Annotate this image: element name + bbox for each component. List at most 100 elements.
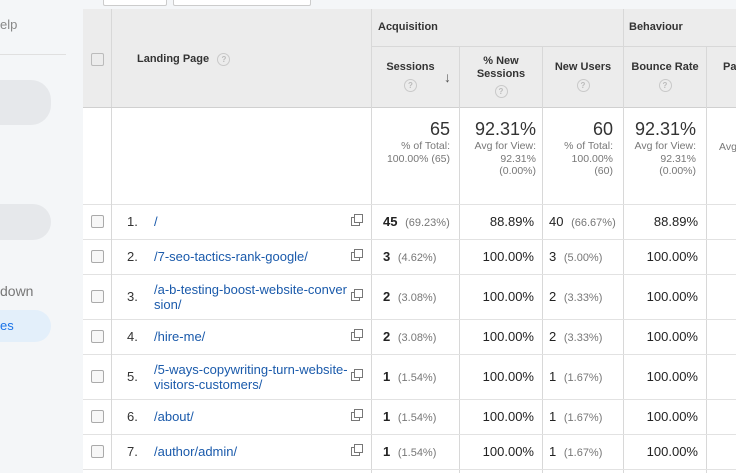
- sessions-cell: 2 (3.08%): [383, 329, 436, 344]
- row-border: [83, 274, 736, 275]
- total-new-sessions-value: 92.31%: [474, 119, 536, 139]
- landing-page-path: /: [154, 213, 158, 229]
- new-sessions-cell: 100.00%: [482, 248, 534, 264]
- new-users-cell: 40 (66.67%): [549, 214, 616, 229]
- new-users-pct: (1.67%): [563, 411, 603, 424]
- row-checkbox[interactable]: [91, 214, 104, 228]
- row-number: 2.: [127, 248, 138, 264]
- table-row: 5. /5-ways-copywriting-turn-website- vis…: [83, 354, 736, 400]
- help-icon[interactable]: ?: [404, 79, 417, 92]
- col-divider: [459, 46, 460, 473]
- row-checkbox[interactable]: [91, 409, 104, 423]
- sessions-pct: (1.54%): [397, 371, 437, 384]
- help-icon[interactable]: ?: [576, 79, 590, 92]
- landing-page-path: /about/: [154, 408, 194, 424]
- row-checkbox[interactable]: [91, 329, 104, 343]
- col-bounce-rate-header[interactable]: Bounce Rate ?: [624, 61, 706, 92]
- sidebar-filter-box[interactable]: [0, 204, 51, 240]
- select-all-checkbox[interactable]: [91, 53, 104, 66]
- open-link-icon[interactable]: [351, 443, 363, 456]
- row-number: 5.: [127, 368, 138, 384]
- col-divider: [706, 46, 707, 473]
- total-new-sessions: 92.31% Avg for View: 92.31% (0.00%): [460, 119, 536, 178]
- bounce-rate-cell: 100.00%: [646, 328, 698, 344]
- landing-page-link[interactable]: /: [154, 214, 158, 229]
- landing-page-path: /a-b-testing-boost-website-conver: [154, 281, 347, 297]
- row-border: [83, 399, 736, 400]
- sort-descending-icon[interactable]: ↓: [444, 69, 451, 85]
- toolbar-button[interactable]: [103, 0, 167, 6]
- row-number: 6.: [127, 408, 138, 424]
- open-link-icon[interactable]: [351, 368, 363, 381]
- row-border: [83, 239, 736, 240]
- row-number: 3.: [127, 288, 138, 304]
- sessions-pct: (3.08%): [397, 291, 437, 304]
- toolbar-dropdown[interactable]: [173, 0, 311, 6]
- group-separator: [371, 46, 736, 47]
- table-row: 7. /author/admin/ 1 (1.54%) 100.00% 1 (1…: [83, 434, 736, 470]
- landing-page-link[interactable]: /5-ways-copywriting-turn-website- visito…: [154, 362, 348, 392]
- sidebar-help-link[interactable]: elp: [0, 17, 18, 32]
- landing-page-link[interactable]: /author/admin/: [154, 444, 237, 459]
- landing-page-path: /7-seo-tactics-rank-google/: [154, 248, 308, 264]
- help-icon[interactable]: ?: [658, 79, 672, 92]
- total-new-users-caption: (60): [594, 165, 613, 177]
- row-checkbox[interactable]: [91, 249, 104, 263]
- sessions-value: 1: [383, 368, 391, 384]
- new-sessions-cell: 100.00%: [482, 328, 534, 344]
- help-icon[interactable]: ?: [494, 85, 508, 98]
- sessions-pct: (3.08%): [397, 331, 437, 344]
- sidebar-item-label: es: [0, 318, 14, 333]
- row-checkbox[interactable]: [91, 369, 104, 383]
- total-new-sessions-caption: (0.00%): [499, 165, 536, 177]
- sidebar-item-drilldown[interactable]: down: [0, 283, 34, 299]
- bounce-rate-cell: 100.00%: [646, 368, 698, 384]
- new-users-cell: 3 (5.00%): [549, 249, 602, 264]
- landing-page-link[interactable]: /hire-me/: [154, 329, 205, 344]
- new-users-cell: 1 (1.67%): [549, 444, 602, 459]
- col-new-users-label: New Users: [554, 61, 612, 73]
- col-sessions-header[interactable]: Sessions ?: [372, 61, 449, 92]
- total-new-users: 60 % of Total: 100.00% (60): [543, 119, 613, 178]
- landing-page-link[interactable]: /a-b-testing-boost-website-conver sion/: [154, 282, 347, 312]
- new-users-value: 1: [549, 368, 557, 384]
- col-divider: [111, 9, 112, 107]
- sidebar-search-box[interactable]: [0, 80, 51, 125]
- new-users-value: 2: [549, 328, 557, 344]
- row-border: [83, 319, 736, 320]
- landing-page-header[interactable]: Landing Page: [137, 53, 210, 65]
- new-users-pct: (3.33%): [563, 291, 603, 304]
- open-link-icon[interactable]: [351, 213, 363, 226]
- col-sessions-label: Sessions: [386, 61, 435, 73]
- open-link-icon[interactable]: [351, 288, 363, 301]
- col-new-users-header[interactable]: New Users ?: [543, 61, 623, 92]
- landing-page-link[interactable]: /about/: [154, 409, 194, 424]
- help-icon[interactable]: ?: [217, 53, 231, 66]
- col-pages-header[interactable]: Pa: [723, 61, 736, 73]
- landing-page-path-cont: visitors-customers/: [154, 376, 263, 392]
- total-bounce-rate-caption: 92.31%: [660, 152, 696, 165]
- sessions-value: 45: [383, 213, 398, 229]
- row-number: 1.: [127, 213, 138, 229]
- total-pages-caption: Avg: [719, 141, 736, 153]
- sessions-value: 1: [383, 443, 391, 459]
- header-border: [83, 107, 736, 108]
- total-new-users-caption: 100.00%: [571, 152, 613, 165]
- sessions-cell: 45 (69.23%): [383, 214, 450, 229]
- sessions-pct: (1.54%): [397, 411, 437, 424]
- landing-page-path-cont: sion/: [154, 296, 182, 312]
- row-checkbox[interactable]: [91, 289, 104, 303]
- row-border: [83, 434, 736, 435]
- sessions-pct: (1.54%): [397, 446, 437, 459]
- col-new-sessions-label-2: Sessions: [476, 68, 526, 80]
- total-new-users-value: 60: [592, 119, 613, 139]
- total-bounce-rate-value: 92.31%: [634, 119, 696, 139]
- open-link-icon[interactable]: [351, 408, 363, 421]
- landing-page-link[interactable]: /7-seo-tactics-rank-google/: [154, 249, 308, 264]
- open-link-icon[interactable]: [351, 328, 363, 341]
- sidebar-item-landing-pages[interactable]: es: [0, 310, 51, 342]
- col-new-sessions-header[interactable]: % New Sessions ?: [460, 55, 542, 98]
- open-link-icon[interactable]: [351, 248, 363, 261]
- total-sessions-value: 65: [429, 119, 450, 139]
- row-checkbox[interactable]: [91, 444, 104, 458]
